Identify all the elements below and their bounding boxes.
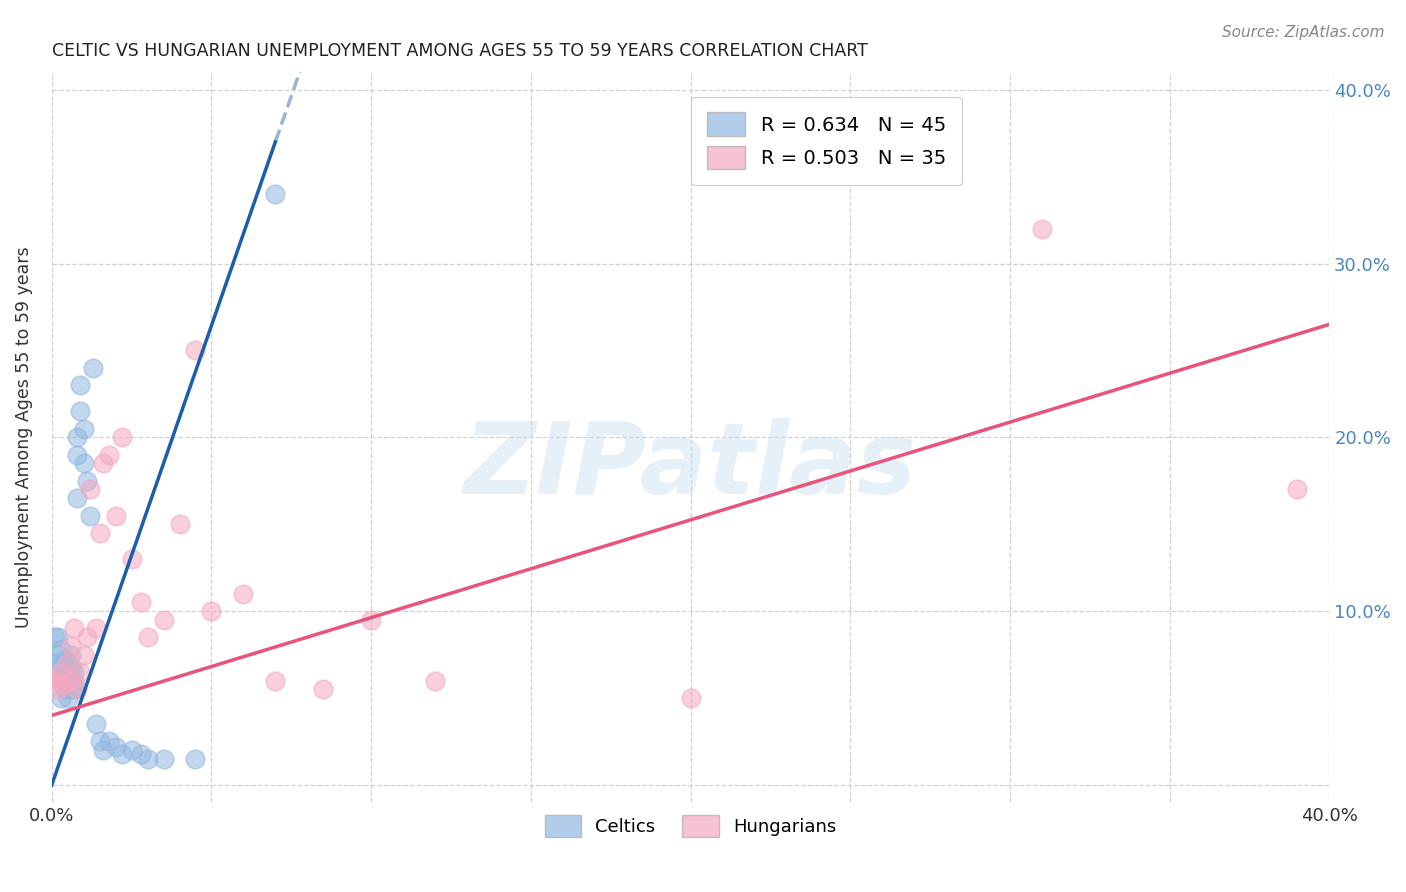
- Point: [423, 673, 446, 688]
- Point: [69, 378, 91, 392]
- Point: [44, 657, 66, 671]
- Point: [136, 752, 159, 766]
- Point: [360, 613, 382, 627]
- Point: [89, 525, 111, 540]
- Point: [152, 752, 174, 766]
- Legend: Celtics, Hungarians: Celtics, Hungarians: [537, 808, 844, 845]
- Point: [152, 613, 174, 627]
- Point: [76, 630, 98, 644]
- Point: [59, 682, 82, 697]
- Point: [51, 673, 73, 688]
- Point: [59, 659, 82, 673]
- Point: [73, 648, 96, 662]
- Point: [91, 457, 114, 471]
- Point: [111, 747, 134, 761]
- Point: [91, 743, 114, 757]
- Point: [1286, 483, 1309, 497]
- Point: [679, 691, 702, 706]
- Text: ZIPatlas: ZIPatlas: [464, 418, 917, 515]
- Point: [46, 673, 69, 688]
- Point: [59, 673, 82, 688]
- Point: [79, 483, 101, 497]
- Point: [56, 657, 79, 671]
- Point: [63, 622, 86, 636]
- Point: [98, 734, 121, 748]
- Point: [56, 657, 79, 671]
- Point: [69, 404, 91, 418]
- Point: [104, 508, 127, 523]
- Point: [73, 457, 96, 471]
- Point: [59, 673, 82, 688]
- Point: [51, 691, 73, 706]
- Point: [53, 665, 76, 679]
- Point: [59, 639, 82, 653]
- Point: [46, 682, 69, 697]
- Point: [56, 670, 79, 684]
- Point: [53, 682, 76, 697]
- Point: [184, 752, 207, 766]
- Point: [44, 630, 66, 644]
- Point: [66, 448, 89, 462]
- Point: [86, 622, 108, 636]
- Point: [63, 665, 86, 679]
- Point: [46, 648, 69, 662]
- Point: [264, 673, 287, 688]
- Point: [59, 648, 82, 662]
- Point: [69, 665, 91, 679]
- Text: Source: ZipAtlas.com: Source: ZipAtlas.com: [1222, 25, 1385, 40]
- Point: [104, 739, 127, 754]
- Point: [51, 665, 73, 679]
- Point: [89, 734, 111, 748]
- Y-axis label: Unemployment Among Ages 55 to 59 years: Unemployment Among Ages 55 to 59 years: [15, 246, 32, 628]
- Point: [82, 360, 104, 375]
- Point: [136, 630, 159, 644]
- Point: [169, 517, 191, 532]
- Point: [98, 448, 121, 462]
- Point: [46, 630, 69, 644]
- Point: [129, 747, 152, 761]
- Point: [1031, 222, 1053, 236]
- Point: [111, 430, 134, 444]
- Point: [66, 491, 89, 505]
- Point: [63, 673, 86, 688]
- Point: [51, 657, 73, 671]
- Point: [79, 508, 101, 523]
- Point: [56, 691, 79, 706]
- Point: [76, 474, 98, 488]
- Point: [53, 677, 76, 691]
- Point: [56, 673, 79, 688]
- Text: CELTIC VS HUNGARIAN UNEMPLOYMENT AMONG AGES 55 TO 59 YEARS CORRELATION CHART: CELTIC VS HUNGARIAN UNEMPLOYMENT AMONG A…: [52, 42, 868, 60]
- Point: [73, 422, 96, 436]
- Point: [63, 682, 86, 697]
- Point: [53, 673, 76, 688]
- Point: [312, 682, 335, 697]
- Point: [66, 682, 89, 697]
- Point: [184, 343, 207, 358]
- Point: [121, 743, 143, 757]
- Point: [66, 430, 89, 444]
- Point: [44, 673, 66, 688]
- Point: [129, 595, 152, 609]
- Point: [121, 552, 143, 566]
- Point: [264, 187, 287, 202]
- Point: [232, 587, 254, 601]
- Point: [86, 717, 108, 731]
- Point: [200, 604, 222, 618]
- Point: [53, 653, 76, 667]
- Point: [51, 642, 73, 657]
